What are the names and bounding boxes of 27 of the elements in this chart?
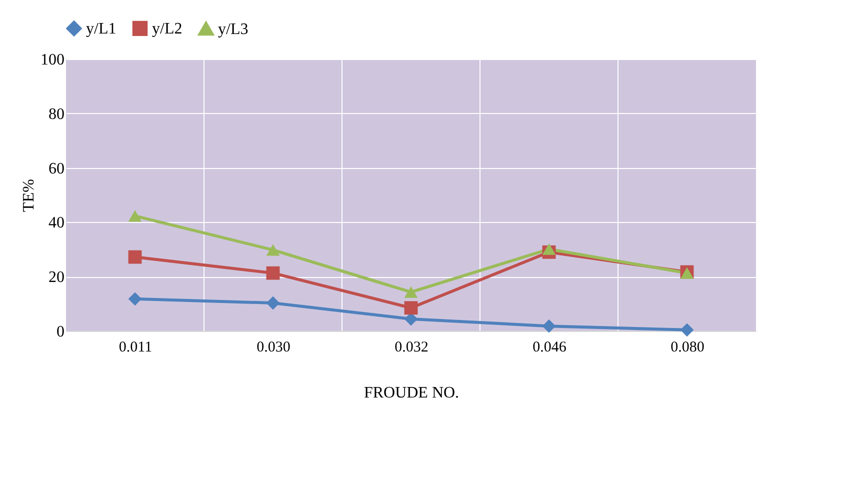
point: [542, 243, 556, 255]
x-axis-title: FROUDE NO.: [364, 384, 460, 402]
y-tick-label: 0: [56, 324, 64, 340]
point: [404, 301, 418, 315]
point: [542, 319, 556, 333]
y-tick-label: 40: [48, 214, 64, 232]
x-tick-label: 0.080: [670, 340, 704, 356]
x-tick-label: 0.046: [532, 340, 567, 356]
point: [680, 323, 694, 337]
y-tick-label: 100: [40, 52, 64, 68]
point: [266, 296, 280, 310]
legend-label: y/L3: [218, 20, 248, 38]
x-tick-label: 0.030: [256, 340, 290, 356]
x-tick-label: 0.032: [394, 340, 428, 356]
y-tick-label: 80: [48, 106, 64, 123]
point: [266, 266, 280, 280]
point: [404, 286, 418, 298]
y-tick-label: 20: [48, 269, 64, 286]
legend-label: y/L1: [86, 20, 116, 38]
point: [128, 210, 142, 222]
x-tick-label: 0.011: [118, 340, 152, 356]
point: [128, 292, 142, 306]
legend-label: y/L2: [152, 20, 182, 38]
y-axis-title: TE%: [20, 179, 38, 212]
point: [266, 244, 280, 256]
y-tick-label: 60: [48, 160, 64, 178]
point: [128, 250, 142, 264]
